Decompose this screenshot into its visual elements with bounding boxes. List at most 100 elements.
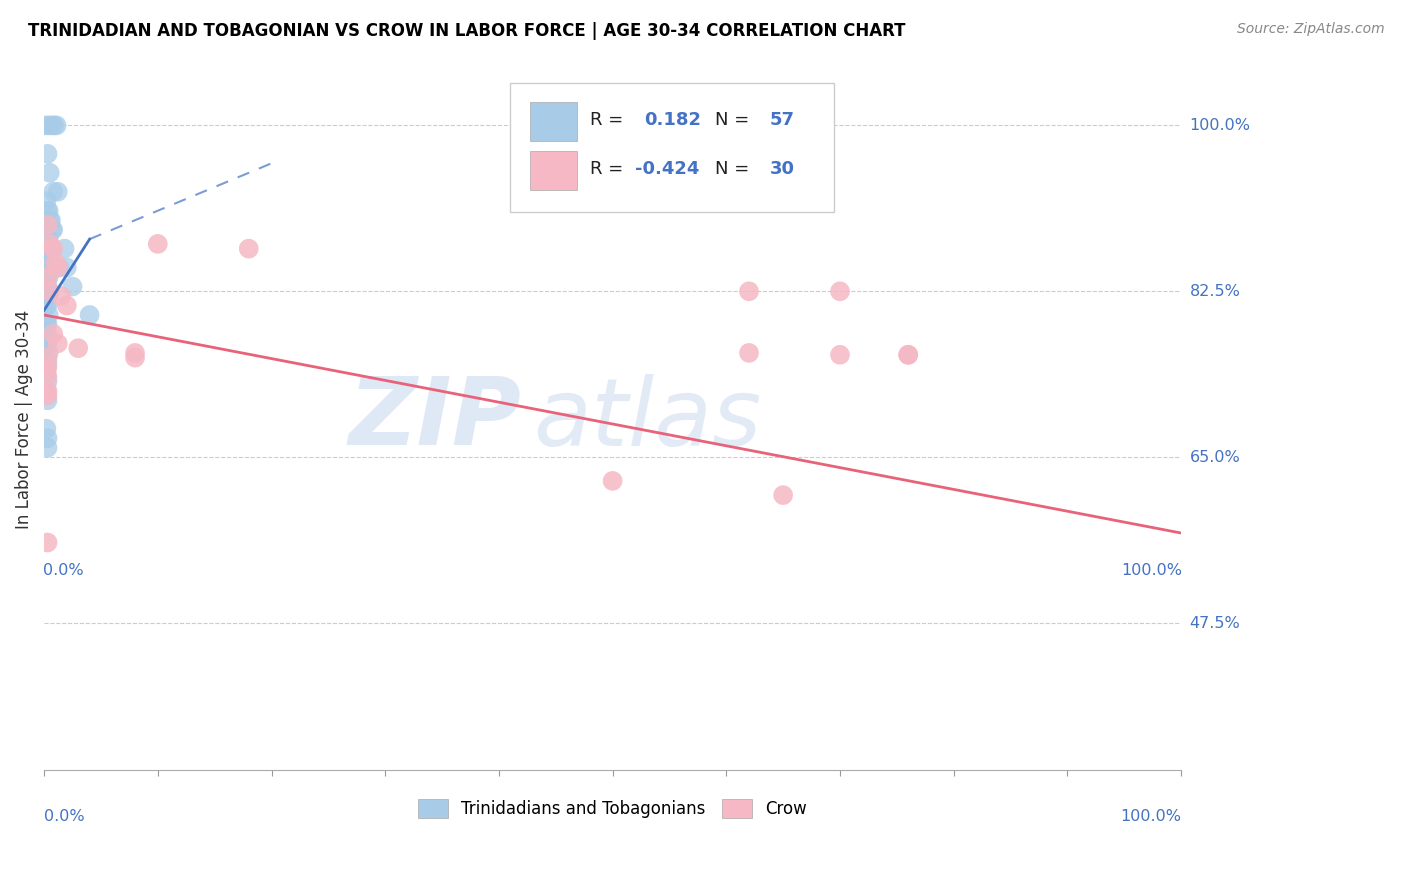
- Text: R =: R =: [591, 160, 628, 178]
- Point: [38, 251, 60, 265]
- Point: [46, 336, 69, 351]
- Point: [39, 213, 62, 227]
- Text: 100.0%: 100.0%: [1121, 808, 1181, 823]
- Point: [37, 289, 59, 303]
- Point: [897, 348, 920, 362]
- Text: 57: 57: [769, 111, 794, 128]
- Point: [37, 146, 59, 161]
- Point: [35, 318, 58, 332]
- Point: [828, 285, 851, 299]
- Point: [38, 232, 60, 246]
- Text: 0.0%: 0.0%: [44, 563, 83, 578]
- Point: [37, 535, 59, 549]
- Point: [37, 351, 59, 365]
- Point: [37, 441, 59, 455]
- FancyBboxPatch shape: [510, 83, 834, 212]
- Point: [38, 242, 60, 256]
- Point: [35, 384, 58, 398]
- Text: N =: N =: [714, 160, 755, 178]
- Point: [51, 289, 73, 303]
- Point: [238, 242, 260, 256]
- Point: [46, 260, 69, 275]
- Text: 47.5%: 47.5%: [1189, 615, 1240, 631]
- Point: [56, 298, 79, 312]
- Point: [35, 270, 58, 285]
- Point: [38, 346, 60, 360]
- Point: [37, 431, 59, 445]
- Point: [38, 236, 60, 251]
- Point: [38, 119, 60, 133]
- Text: Source: ZipAtlas.com: Source: ZipAtlas.com: [1237, 22, 1385, 37]
- Point: [35, 194, 58, 209]
- Point: [38, 285, 60, 299]
- Point: [39, 260, 62, 275]
- Point: [41, 222, 63, 236]
- Point: [35, 279, 58, 293]
- Point: [48, 260, 70, 275]
- Point: [42, 222, 65, 236]
- Text: R =: R =: [591, 111, 628, 128]
- Point: [772, 488, 794, 502]
- Point: [37, 388, 59, 402]
- Point: [37, 360, 59, 375]
- Point: [37, 355, 59, 369]
- Text: N =: N =: [714, 111, 755, 128]
- Point: [35, 298, 58, 312]
- Text: ZIP: ZIP: [349, 373, 522, 466]
- Text: 30: 30: [769, 160, 794, 178]
- Point: [56, 260, 79, 275]
- Point: [124, 351, 146, 365]
- Point: [897, 348, 920, 362]
- Y-axis label: In Labor Force | Age 30-34: In Labor Force | Age 30-34: [15, 310, 32, 529]
- Point: [37, 384, 59, 398]
- Text: 82.5%: 82.5%: [1189, 284, 1240, 299]
- Text: TRINIDADIAN AND TOBAGONIAN VS CROW IN LABOR FORCE | AGE 30-34 CORRELATION CHART: TRINIDADIAN AND TOBAGONIAN VS CROW IN LA…: [28, 22, 905, 40]
- Point: [38, 166, 60, 180]
- Point: [37, 369, 59, 384]
- Legend: Trinidadians and Tobagonians, Crow: Trinidadians and Tobagonians, Crow: [411, 793, 814, 825]
- Point: [67, 341, 90, 355]
- Point: [38, 203, 60, 218]
- Point: [62, 279, 84, 293]
- Point: [37, 393, 59, 408]
- Point: [37, 270, 59, 285]
- Point: [35, 251, 58, 265]
- Text: -0.424: -0.424: [636, 160, 700, 178]
- Text: 65.0%: 65.0%: [1189, 450, 1240, 465]
- Point: [37, 251, 59, 265]
- Point: [38, 213, 60, 227]
- FancyBboxPatch shape: [530, 103, 578, 141]
- Point: [79, 308, 101, 322]
- Point: [34, 119, 56, 133]
- Point: [45, 119, 67, 133]
- Point: [38, 308, 60, 322]
- Point: [38, 260, 60, 275]
- Point: [37, 298, 59, 312]
- Point: [53, 242, 76, 256]
- Point: [46, 185, 69, 199]
- Point: [37, 375, 59, 389]
- Text: 0.0%: 0.0%: [44, 808, 84, 823]
- Point: [42, 326, 65, 341]
- Point: [37, 326, 59, 341]
- Point: [37, 318, 59, 332]
- Point: [38, 270, 60, 285]
- Point: [42, 242, 65, 256]
- Point: [602, 474, 624, 488]
- Point: [37, 218, 59, 232]
- Point: [44, 119, 66, 133]
- Text: 100.0%: 100.0%: [1121, 563, 1182, 578]
- Point: [37, 232, 59, 246]
- Point: [146, 236, 169, 251]
- Point: [37, 203, 59, 218]
- Text: 100.0%: 100.0%: [1189, 118, 1250, 133]
- Text: atlas: atlas: [533, 374, 761, 465]
- Text: 0.182: 0.182: [644, 111, 702, 128]
- Point: [35, 289, 58, 303]
- Point: [35, 422, 58, 436]
- Point: [828, 348, 851, 362]
- Point: [738, 346, 761, 360]
- Point: [41, 119, 63, 133]
- Point: [37, 336, 59, 351]
- FancyBboxPatch shape: [530, 152, 578, 190]
